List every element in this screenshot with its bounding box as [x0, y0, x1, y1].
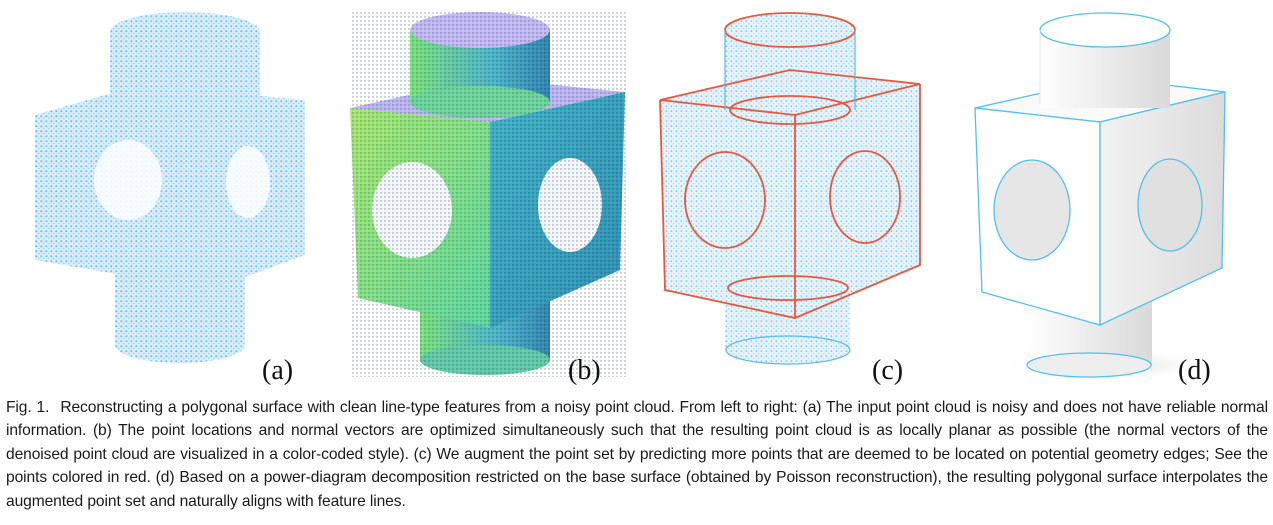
figure-panels: (a) [20, 0, 1260, 392]
panel-d: (d) [960, 0, 1260, 392]
figure-number: Fig. 1. [6, 399, 50, 416]
panel-d-label: (d) [1178, 355, 1211, 386]
panel-a: (a) [20, 0, 320, 392]
color-coded-normals-image [350, 12, 628, 377]
panel-c: (c) [650, 0, 940, 392]
augmented-point-set-image [659, 12, 921, 365]
panel-c-label: (c) [872, 355, 904, 386]
polygonal-surface-image [974, 12, 1226, 383]
caption-text: Reconstructing a polygonal surface with … [6, 399, 1268, 510]
panel-a-label: (a) [262, 355, 294, 386]
panel-b: (b) [340, 0, 640, 392]
figure-caption: Fig. 1. Reconstructing a polygonal surfa… [6, 396, 1268, 513]
noisy-point-cloud-image [35, 12, 305, 363]
panel-b-label: (b) [568, 355, 601, 386]
